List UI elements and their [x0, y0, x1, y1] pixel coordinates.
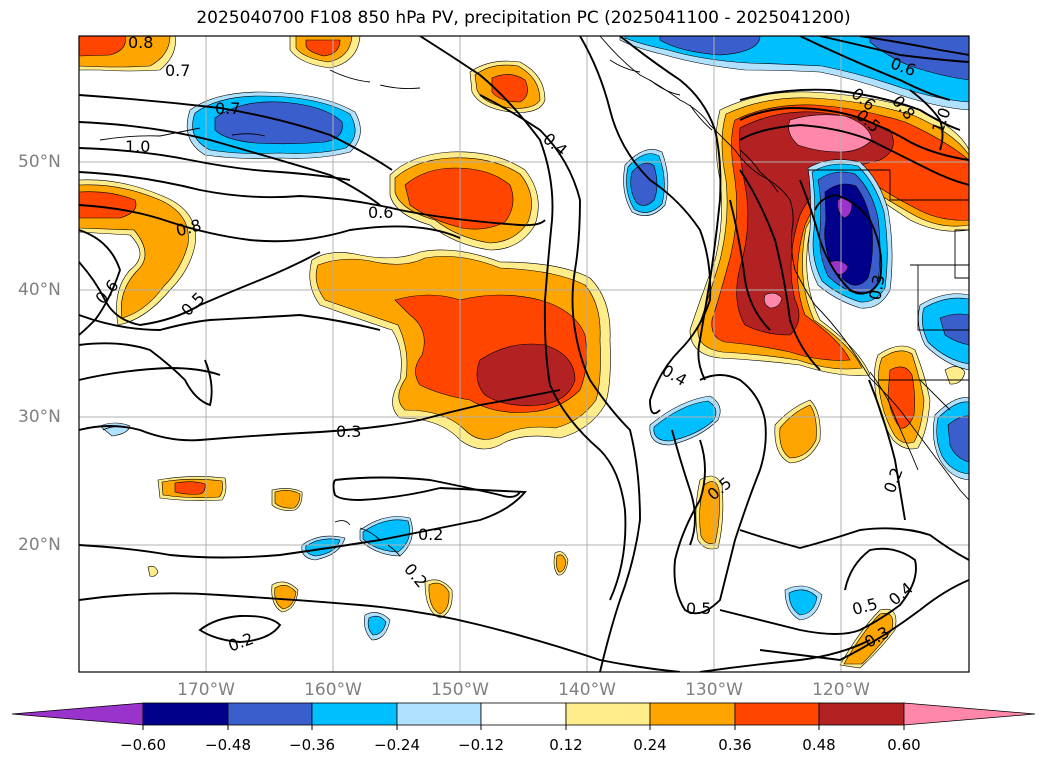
- colorbar-tick-label: −0.60: [120, 736, 166, 754]
- lon-label-120w: 120°W: [812, 680, 870, 700]
- lat-label-50n: 50°N: [18, 152, 61, 172]
- lon-label-130w: 130°W: [685, 680, 743, 700]
- contour-label: 0.7: [215, 99, 240, 118]
- colorbar-segment: [565, 702, 651, 726]
- pv-contours: [79, 36, 969, 672]
- colorbar-extend-right: [903, 702, 1036, 726]
- colorbar-segment: [142, 702, 229, 726]
- colorbar-tick-label: −0.12: [458, 736, 504, 754]
- colorbar-segment: [734, 702, 820, 726]
- contour-label: 0.7: [165, 61, 190, 80]
- colorbar-segment: [227, 702, 313, 726]
- lon-label-170w: 170°W: [177, 680, 235, 700]
- colorbar-segment: [480, 702, 567, 726]
- contour-label: 0.3: [865, 273, 888, 301]
- contour-label: 0.5: [686, 599, 711, 618]
- colorbar-segment: [649, 702, 736, 726]
- gridlines: [79, 36, 969, 672]
- lat-label-40n: 40°N: [18, 280, 61, 300]
- colorbar-tick-label: 0.24: [633, 736, 667, 754]
- colorbar-tick-label: 0.60: [887, 736, 921, 754]
- colorbar-segment: [818, 702, 905, 726]
- contour-label: 0.3: [336, 422, 361, 441]
- contour-label: 1.0: [125, 137, 150, 156]
- lon-label-150w: 150°W: [431, 680, 489, 700]
- contour-label: 0.8: [128, 33, 153, 52]
- colorbar-tick-label: −0.48: [205, 736, 251, 754]
- map-plot-area: 0.8 0.7 0.7 1.0 0.4 0.6 0.8 0.6 0.5 0.3 …: [79, 33, 969, 672]
- colorbar-tick-label: −0.24: [374, 736, 420, 754]
- lat-label-20n: 20°N: [18, 535, 61, 555]
- map-title: 2025040700 F108 850 hPa PV, precipitatio…: [196, 8, 851, 28]
- contour-label: 0.2: [418, 525, 443, 544]
- contour-label: 0.6: [368, 203, 393, 222]
- colorbar: [11, 702, 1036, 730]
- lon-label-160w: 160°W: [304, 680, 362, 700]
- colorbar-extend-left: [11, 702, 144, 726]
- lon-label-140w: 140°W: [558, 680, 616, 700]
- colorbar-segment: [311, 702, 398, 726]
- colorbar-tick-label: −0.36: [289, 736, 335, 754]
- lat-label-30n: 30°N: [18, 407, 61, 427]
- colorbar-tick-label: 0.36: [718, 736, 752, 754]
- colorbar-tick-label: 0.48: [802, 736, 836, 754]
- plot-frame: [78, 35, 970, 673]
- colorbar-segment: [396, 702, 482, 726]
- positive-shading: [79, 36, 969, 669]
- colorbar-tick-label: 0.12: [549, 736, 583, 754]
